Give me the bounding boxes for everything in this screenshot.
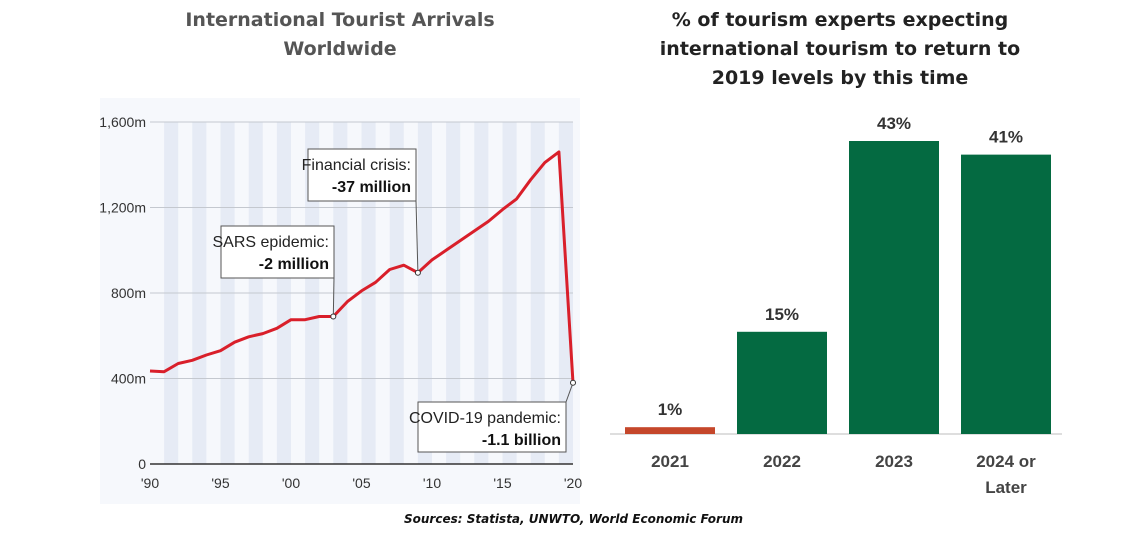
annotation-point (330, 313, 337, 320)
x-tick-label: '00 (282, 475, 300, 491)
bar-value-label: 15% (765, 305, 799, 324)
annotation-point (414, 269, 421, 276)
annotation-box (220, 225, 335, 279)
x-tick-label: '15 (493, 475, 511, 491)
source-note: Sources: Statista, UNWTO, World Economic… (404, 512, 743, 526)
annotation-box (307, 148, 417, 202)
bar-2021 (625, 427, 715, 434)
bar-2022 (737, 331, 827, 434)
category-label: 2021 (651, 452, 689, 471)
annotation-label: SARS epidemic: (213, 234, 330, 251)
x-tick-label: '05 (352, 475, 370, 491)
bar-value-label: 41% (989, 128, 1023, 147)
y-tick-label: 400m (111, 371, 146, 387)
annotation-point (570, 379, 576, 386)
category-label: 2023 (875, 452, 913, 471)
x-tick-label: '10 (423, 475, 441, 491)
line-chart-title-line: International Tourist Arrivals (185, 9, 495, 31)
x-tick-label: '90 (141, 475, 159, 491)
bar-chart-title-line: 2019 levels by this time (711, 67, 969, 89)
bar-chart-title-line: % of tourism experts expecting (671, 9, 1009, 31)
y-tick-label: 800m (111, 285, 146, 301)
y-tick-label: 1,600m (99, 114, 146, 130)
bar-value-label: 43% (877, 114, 911, 133)
category-label: 2022 (763, 452, 801, 471)
annotation-value: -37 million (332, 179, 411, 196)
line-chart-title-line: Worldwide (283, 38, 397, 60)
bar-chart-title: % of tourism experts expecting internati… (610, 6, 1070, 93)
category-label: 2024 or (976, 452, 1036, 471)
bar-chart-title-line: international tourism to return to (659, 38, 1021, 60)
annotation-value: -1.1 billion (482, 432, 561, 449)
line-chart-title: International Tourist Arrivals Worldwide (150, 6, 530, 64)
annotation-label: Financial crisis: (302, 157, 411, 174)
annotation-value: -2 million (259, 256, 329, 273)
y-tick-label: 0 (138, 456, 146, 472)
bar-value-label: 1% (658, 400, 683, 419)
annotation-label: COVID-19 pandemic: (409, 410, 561, 427)
annotation-box (417, 401, 567, 453)
category-label: Later (985, 478, 1027, 497)
annotation-leader (565, 382, 574, 403)
annotation-leader (415, 200, 419, 273)
recovery-expectation-bar-chart: 1% 2021 15% 2022 43% 2023 41% 2024 or Later (610, 114, 1062, 497)
annotation-leader (332, 277, 335, 317)
x-tick-label: '20 (564, 475, 582, 491)
arrivals-line (149, 150, 575, 383)
bar-2024-or-later (961, 154, 1051, 434)
y-tick-label: 1,200m (99, 200, 146, 216)
tourist-arrivals-line-chart: 0 400m 800m 1,200m 1,600m '90 '95 '00 '05 '10 '15 '… (99, 98, 582, 504)
x-tick-label: '95 (211, 475, 229, 491)
bar-2023 (849, 141, 939, 434)
